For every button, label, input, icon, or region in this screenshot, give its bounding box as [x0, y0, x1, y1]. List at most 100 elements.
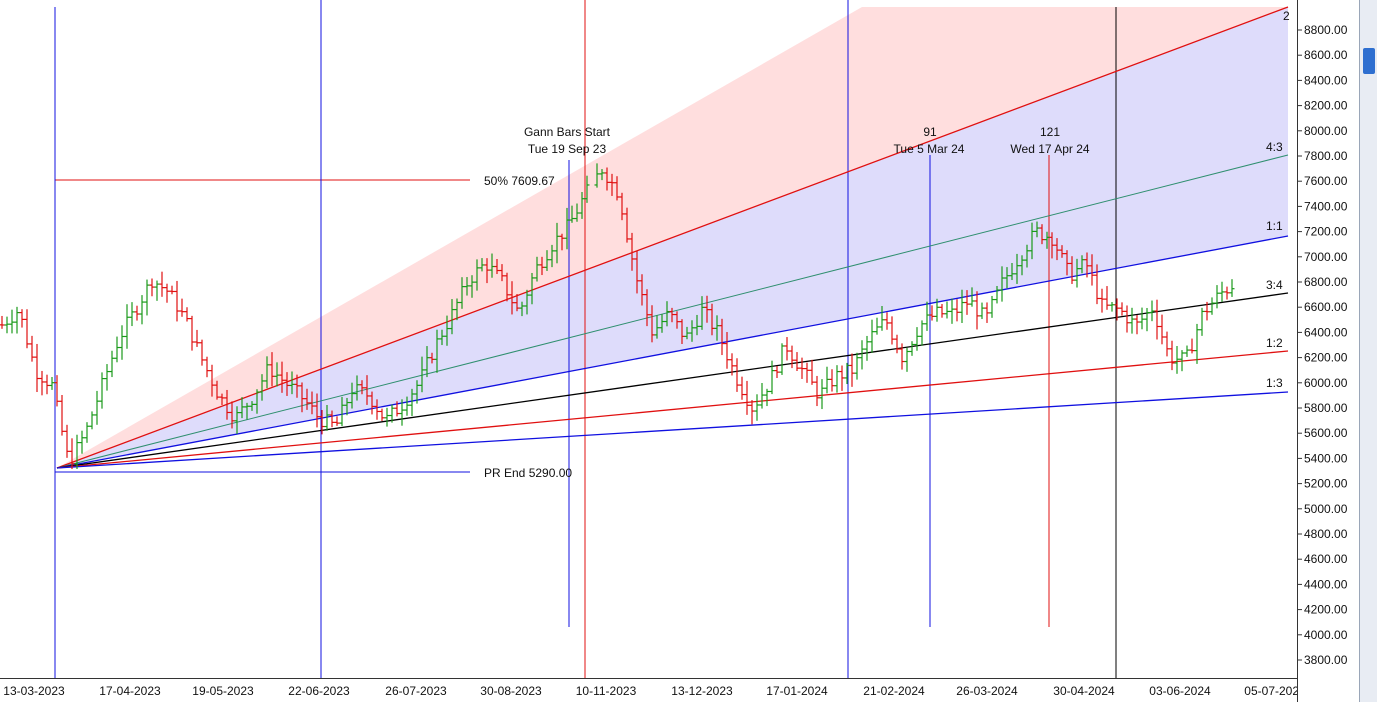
- ohlc-bar: [819, 379, 825, 410]
- ohlc-bar: [369, 391, 375, 415]
- date-label: 17-04-2023: [99, 684, 161, 698]
- ohlc-bar: [679, 319, 685, 345]
- ohlc-bar: [194, 329, 200, 347]
- cycle-91-date: Tue 5 Mar 24: [894, 142, 965, 156]
- ohlc-bar: [999, 266, 1005, 302]
- ohlc-bar: [1029, 222, 1035, 260]
- ohlc-bar: [1184, 345, 1190, 357]
- ohlc-bar: [329, 410, 335, 428]
- price-label: 4800.00: [1304, 527, 1348, 541]
- ohlc-bar: [384, 407, 390, 427]
- ohlc-bar: [814, 375, 820, 407]
- ohlc-bar: [964, 290, 970, 315]
- ohlc-bar: [334, 416, 340, 426]
- side-toolbar[interactable]: [1359, 0, 1377, 702]
- ohlc-bar: [1089, 254, 1095, 286]
- toolbar-tab-active[interactable]: [1363, 48, 1375, 74]
- ohlc-bar: [1054, 238, 1060, 261]
- ohlc-bar: [584, 175, 590, 203]
- ohlc-bar: [159, 271, 165, 297]
- ohlc-bar: [794, 352, 800, 372]
- ohlc-bar: [1169, 340, 1175, 371]
- ohlc-bar: [764, 388, 770, 407]
- ohlc-bar: [494, 258, 500, 275]
- ohlc-bar: [224, 389, 230, 420]
- ohlc-bar: [99, 372, 105, 409]
- price-label: 6600.00: [1304, 300, 1348, 314]
- ohlc-bar: [659, 314, 665, 333]
- ohlc-bar: [134, 305, 140, 321]
- ohlc-bar: [4, 316, 10, 334]
- ohlc-bar: [844, 362, 850, 385]
- price-label: 5000.00: [1304, 502, 1348, 516]
- price-label: 5800.00: [1304, 401, 1348, 415]
- date-label: 10-11-2023: [576, 684, 637, 698]
- ohlc-bar: [84, 422, 90, 443]
- ohlc-bar: [549, 244, 555, 268]
- ohlc-bar: [1034, 221, 1040, 238]
- ohlc-bar: [449, 299, 455, 335]
- ohlc-bar: [1059, 245, 1065, 258]
- time-axis[interactable]: 13-03-2023 17-04-2023 19-05-2023 22-06-2023…: [0, 678, 1306, 703]
- ohlc-bar: [799, 357, 805, 379]
- ohlc-bar: [1199, 307, 1205, 336]
- ohlc-bar: [144, 279, 150, 316]
- ohlc-bar: [94, 390, 100, 425]
- ohlc-bar: [324, 404, 330, 431]
- price-chart-area[interactable]: Gann Bars Start Tue 19 Sep 23 50% 7609.6…: [0, 0, 1297, 678]
- ohlc-bar: [934, 298, 940, 322]
- ohlc-bar: [899, 343, 905, 370]
- ohlc-bar: [274, 362, 280, 387]
- ohlc-bar: [1064, 250, 1070, 276]
- ohlc-bar: [279, 361, 285, 393]
- ohlc-bar: [614, 176, 620, 201]
- ohlc-bar: [129, 302, 135, 327]
- price-axis[interactable]: 8800.00 8600.00 8400.00 8200.00 8000.00 7800.…: [1297, 0, 1360, 702]
- ohlc-bar: [54, 375, 60, 407]
- ohlc-bar: [619, 192, 625, 221]
- ohlc-bar: [1219, 281, 1225, 302]
- ohlc-bar: [709, 303, 715, 336]
- ohlc-bar: [1144, 307, 1150, 332]
- ohlc-bar: [264, 356, 270, 389]
- ohlc-bar: [644, 289, 650, 327]
- ohlc-bar: [229, 401, 235, 429]
- ohlc-bar: [929, 305, 935, 321]
- ohlc-bar: [0, 315, 5, 329]
- price-label: 5400.00: [1304, 451, 1348, 465]
- price-label: 8400.00: [1304, 73, 1348, 87]
- ohlc-bar: [639, 274, 645, 306]
- ohlc-bar: [1109, 301, 1115, 312]
- ohlc-bar: [1149, 300, 1155, 322]
- level-50-label: 50% 7609.67: [484, 174, 555, 188]
- ohlc-bar: [354, 375, 360, 401]
- ohlc-bar: [714, 315, 720, 341]
- ohlc-bar: [424, 346, 430, 378]
- ohlc-bar: [309, 391, 315, 415]
- ohlc-bar: [834, 365, 840, 393]
- ohlc-bar: [1019, 255, 1025, 276]
- ohlc-bar: [944, 301, 950, 319]
- ohlc-bar: [1119, 302, 1125, 316]
- ohlc-bar: [1039, 224, 1045, 245]
- ohlc-bar: [1129, 307, 1135, 334]
- ohlc-bar: [974, 291, 980, 330]
- fan-label-1x1: 1:1: [1266, 219, 1283, 233]
- ohlc-chart[interactable]: Gann Bars Start Tue 19 Sep 23 50% 7609.6…: [0, 0, 1297, 678]
- ohlc-bar: [254, 389, 260, 414]
- ohlc-bar: [19, 309, 25, 328]
- ohlc-bar: [109, 350, 115, 378]
- ohlc-bar: [1194, 323, 1200, 364]
- ohlc-bar: [234, 406, 240, 434]
- ohlc-bar: [344, 397, 350, 416]
- ohlc-bar: [1069, 256, 1075, 284]
- ohlc-bar: [374, 399, 380, 420]
- ohlc-bar: [474, 259, 480, 291]
- ohlc-bar: [454, 298, 460, 321]
- ohlc-bar: [1204, 301, 1210, 321]
- ohlc-bar: [44, 374, 50, 395]
- ohlc-bar: [514, 294, 520, 312]
- price-label: 8600.00: [1304, 48, 1348, 62]
- price-label: 7800.00: [1304, 149, 1348, 163]
- ohlc-bar: [989, 295, 995, 318]
